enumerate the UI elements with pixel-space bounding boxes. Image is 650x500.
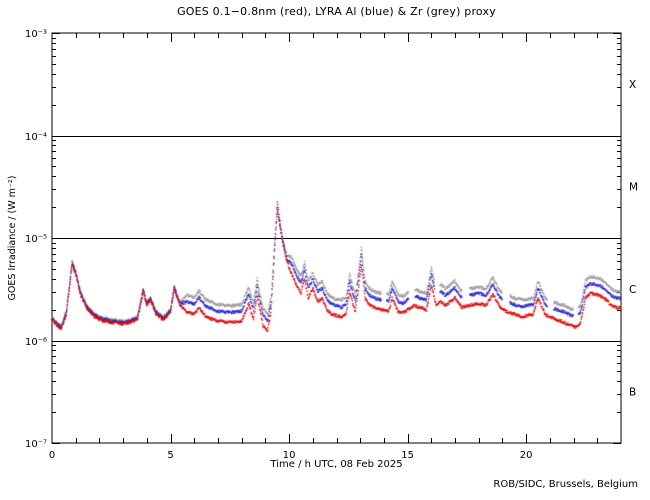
svg-text:B: B [629,386,636,398]
svg-text:M: M [629,181,638,193]
svg-text:X: X [629,79,636,91]
svg-text:C: C [629,284,636,296]
svg-text:10⁻⁶: 10⁻⁶ [25,337,47,348]
x-axis-label: Time / h UTC, 08 Feb 2025 [270,459,403,470]
svg-text:10⁻⁵: 10⁻⁵ [25,234,47,245]
svg-text:10⁻⁴: 10⁻⁴ [25,132,47,143]
svg-text:10⁻⁷: 10⁻⁷ [25,439,47,450]
svg-text:10⁻³: 10⁻³ [25,29,47,40]
attribution-text: ROB/SIDC, Brussels, Belgium [493,479,638,490]
